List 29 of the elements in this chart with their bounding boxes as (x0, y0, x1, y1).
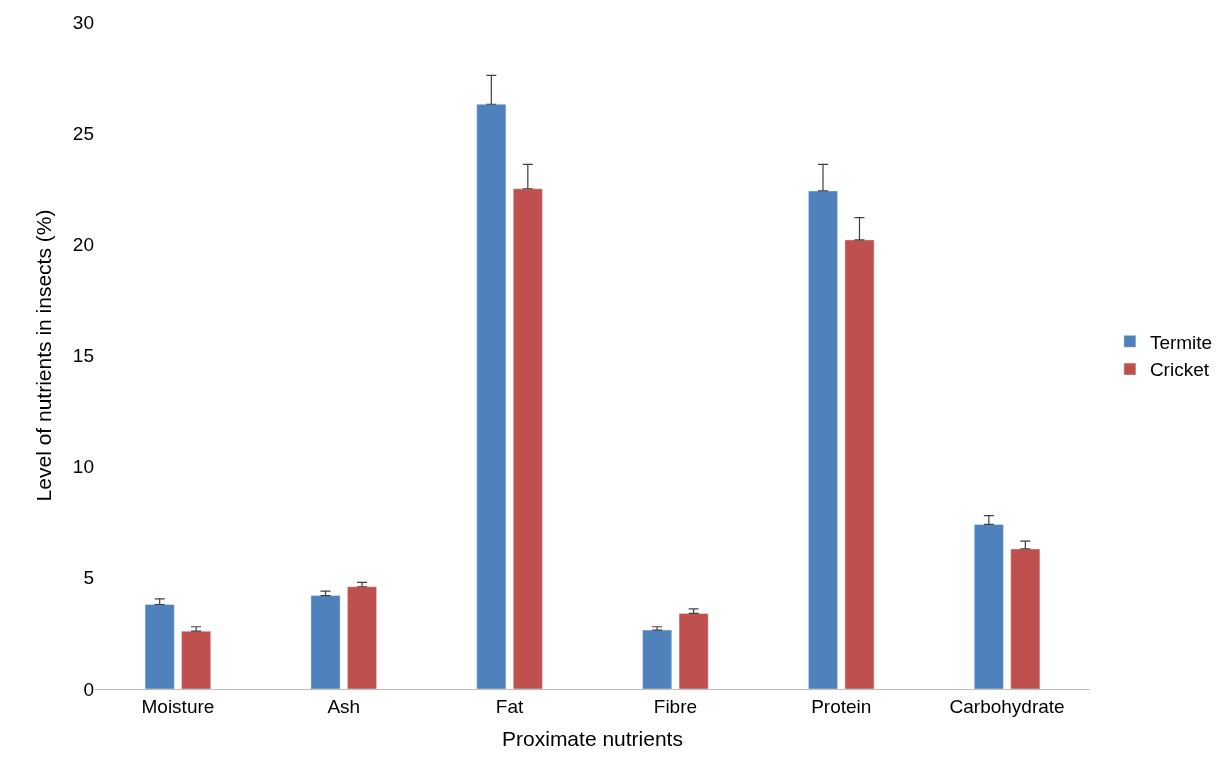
bar (844, 239, 875, 689)
x-tick-label: Moisture (141, 695, 215, 717)
bar (347, 586, 377, 689)
y-tick-label: 30 (72, 11, 94, 33)
y-tick-label: 10 (72, 456, 94, 478)
y-axis-title: Level of nutrients in insects (%) (32, 209, 56, 502)
y-tick-label: 25 (72, 122, 94, 144)
x-tick-label: Protein (811, 695, 872, 717)
bar (642, 629, 673, 689)
legend-label: Termite (1149, 331, 1213, 353)
x-tick-label: Ash (327, 695, 361, 717)
x-tick-label: Fibre (653, 695, 698, 717)
y-tick-label: 15 (72, 345, 94, 367)
bar (144, 604, 175, 689)
bar (310, 595, 341, 689)
bar (808, 190, 838, 689)
bar (476, 104, 507, 689)
y-tick-label: 0 (83, 678, 94, 700)
legend-label: Cricket (1149, 359, 1210, 381)
y-tick-label: 5 (83, 567, 94, 589)
y-tick-label: 20 (72, 233, 94, 255)
bar (512, 188, 543, 689)
bar (678, 613, 709, 689)
x-axis-title: Proximate nutrients (502, 727, 683, 750)
bar (181, 630, 211, 689)
bar (1010, 548, 1041, 689)
x-tick-label: Carbohydrate (949, 695, 1065, 717)
bar (974, 524, 1004, 689)
x-tick-label: Fat (495, 695, 525, 717)
